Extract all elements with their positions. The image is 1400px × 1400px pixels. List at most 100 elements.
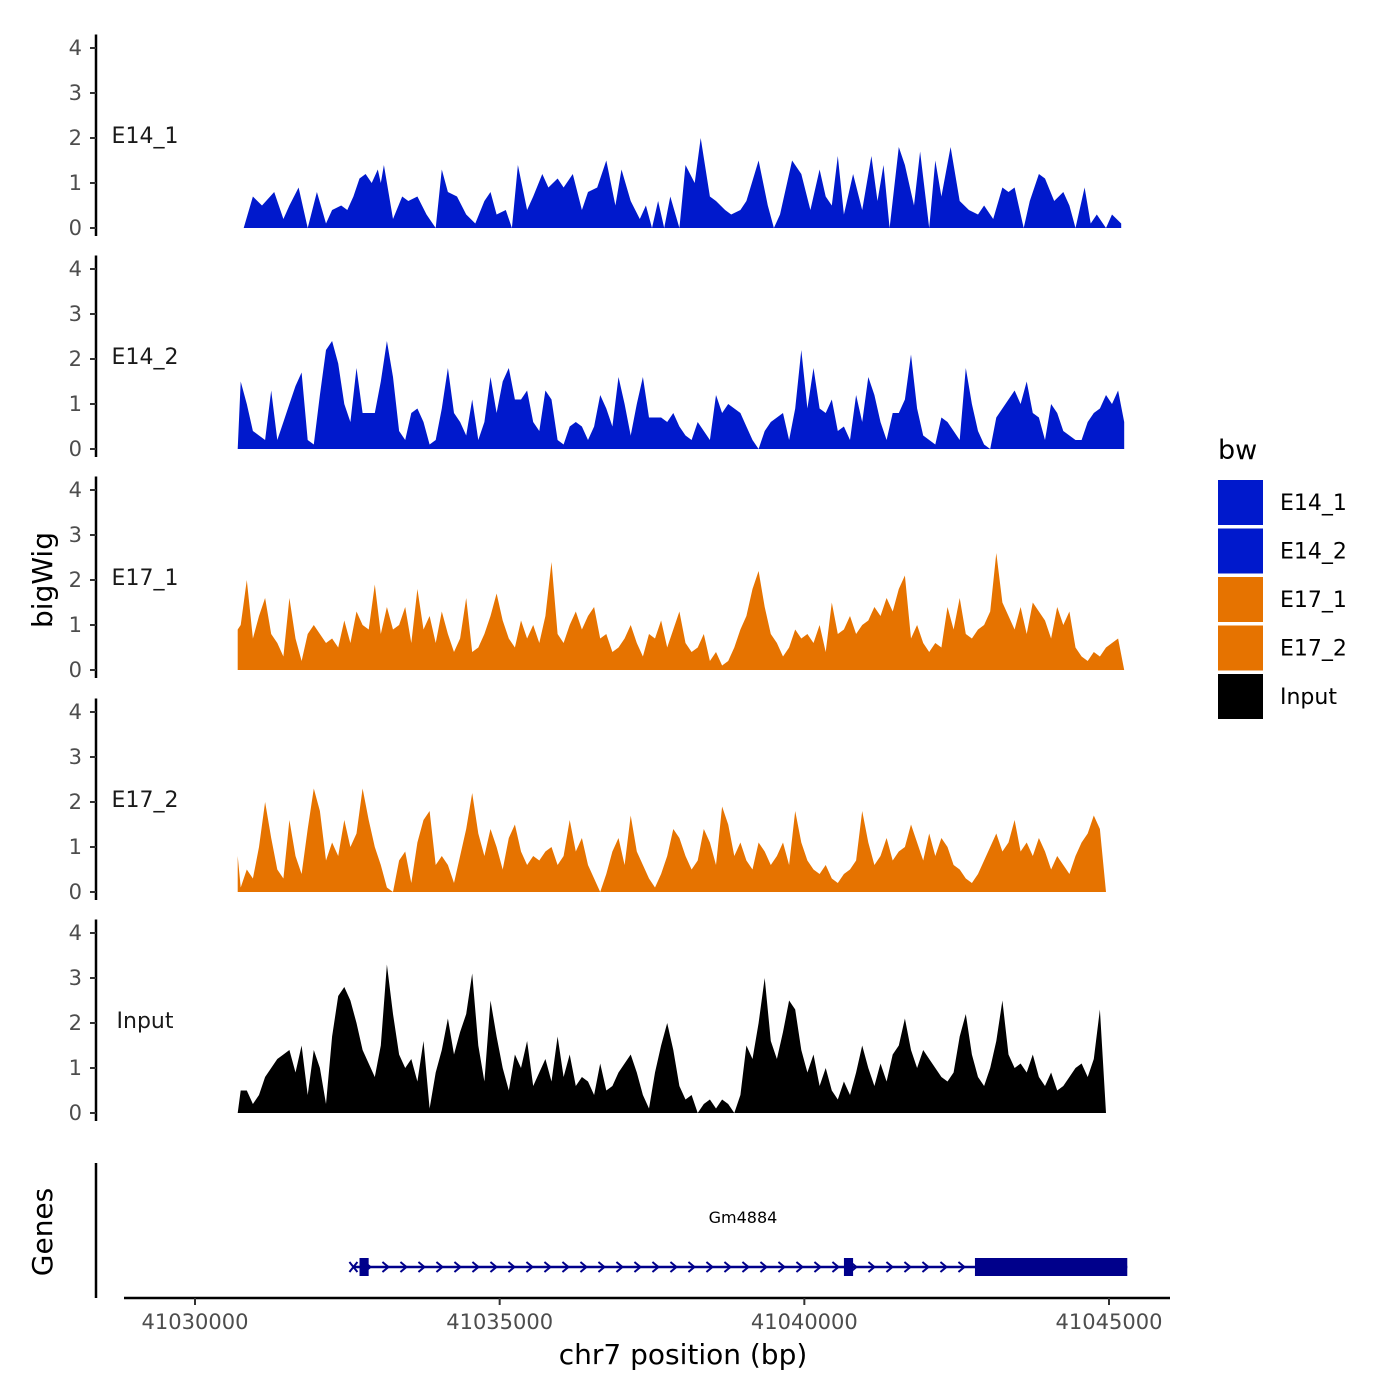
- gene-exon: [843, 1258, 854, 1276]
- legend-swatch-E17_1: [1218, 577, 1263, 622]
- y-tick-label: 2: [69, 568, 82, 592]
- y-tick-label: 1: [69, 171, 82, 195]
- gene-exon: [359, 1258, 369, 1276]
- y-tick-label: 3: [69, 966, 82, 990]
- strand-arrow-icon: [813, 1261, 822, 1273]
- y-tick-label: 1: [69, 835, 82, 859]
- track-label-E14_2: E14_2: [112, 345, 179, 370]
- strand-arrow-icon: [903, 1261, 912, 1273]
- strand-arrow-icon: [831, 1261, 840, 1273]
- track-label-E14_1: E14_1: [112, 124, 179, 149]
- strand-arrow-icon: [381, 1261, 390, 1273]
- y-tick-label: 1: [69, 392, 82, 416]
- strand-arrow-icon: [489, 1261, 498, 1273]
- track-Input: 0 1 2 3 4 Input: [69, 919, 1125, 1125]
- strand-arrow-icon: [669, 1261, 678, 1273]
- x-tick-label: 41035000: [446, 1310, 553, 1334]
- y-tick-label: 0: [69, 216, 82, 240]
- coverage-area-E14_2: [237, 341, 1125, 449]
- track-label-E17_1: E17_1: [112, 566, 179, 591]
- strand-arrow-icon: [939, 1261, 948, 1273]
- legend: bw E14_1 E14_2 E17_1 E17_2 Input: [1218, 435, 1347, 719]
- strand-arrow-icon: [471, 1261, 480, 1273]
- y-tick-label: 0: [69, 437, 82, 461]
- gene-start-marker-icon: [348, 1261, 359, 1273]
- y-tick-label: 3: [69, 81, 82, 105]
- strand-arrow-icon: [651, 1261, 660, 1273]
- y-tick-label: 4: [69, 257, 82, 281]
- strand-arrow-icon: [417, 1261, 426, 1273]
- x-tick-label: 41040000: [751, 1310, 858, 1334]
- y-tick-label: 0: [69, 658, 82, 682]
- track-label-E17_2: E17_2: [112, 788, 179, 813]
- x-axis: 41030000 41035000 41040000 41045000: [124, 1296, 1170, 1334]
- strand-arrow-icon: [867, 1261, 876, 1273]
- gene-models: Gm4884: [348, 1208, 1128, 1276]
- strand-arrow-icon: [561, 1261, 570, 1273]
- strand-arrow-icon: [705, 1261, 714, 1273]
- legend-label-E14_1: E14_1: [1280, 491, 1347, 516]
- strand-arrow-icon: [795, 1261, 804, 1273]
- strand-arrow-icon: [399, 1261, 408, 1273]
- y-tick-label: 2: [69, 126, 82, 150]
- legend-label-E17_2: E17_2: [1280, 637, 1347, 662]
- y-tick-label: 0: [69, 880, 82, 904]
- gene-Gm4884: Gm4884: [348, 1208, 1128, 1276]
- y-tick-label: 0: [69, 1101, 82, 1125]
- strand-arrow-icon: [723, 1261, 732, 1273]
- legend-label-E17_1: E17_1: [1280, 588, 1347, 613]
- legend-swatch-E17_2: [1218, 625, 1263, 671]
- legend-swatch-E14_1: [1218, 480, 1263, 525]
- y-tick-label: 1: [69, 613, 82, 637]
- gene-exon: [974, 1258, 1128, 1276]
- genes-axis-title: Genes: [26, 1188, 59, 1276]
- strand-arrow-icon: [507, 1261, 516, 1273]
- strand-arrow-icon: [579, 1261, 588, 1273]
- strand-arrow-icon: [525, 1261, 534, 1273]
- y-tick-label: 2: [69, 790, 82, 814]
- coverage-tracks: 0 1 2 3 4 E14_1 0 1 2 3 4 E14_2 0 1 2 3 4 E17_1 0 1 2 3 4 E17_2…: [69, 34, 1125, 1125]
- coverage-area-E17_1: [237, 553, 1125, 670]
- y-tick-label: 2: [69, 347, 82, 371]
- strand-arrow-icon: [759, 1261, 768, 1273]
- coverage-area-E14_1: [243, 138, 1122, 228]
- strand-arrow-icon: [921, 1261, 930, 1273]
- strand-arrow-icon: [597, 1261, 606, 1273]
- y-tick-label: 4: [69, 921, 82, 945]
- y-tick-label: 2: [69, 1011, 82, 1035]
- strand-arrow-icon: [615, 1261, 624, 1273]
- legend-swatch-E14_2: [1218, 528, 1263, 574]
- x-axis-title: chr7 position (bp): [559, 1338, 808, 1371]
- y-axis-title: bigWig: [26, 532, 59, 628]
- strand-arrow-icon: [777, 1261, 786, 1273]
- y-tick-label: 1: [69, 1056, 82, 1080]
- x-tick-label: 41030000: [142, 1310, 249, 1334]
- coverage-area-Input: [237, 964, 1125, 1113]
- coverage-area-E17_2: [237, 788, 1125, 892]
- y-tick-label: 3: [69, 523, 82, 547]
- strand-arrow-icon: [741, 1261, 750, 1273]
- y-tick-label: 4: [69, 36, 82, 60]
- track-E17_2: 0 1 2 3 4 E17_2: [69, 698, 1125, 904]
- strand-arrow-icon: [885, 1261, 894, 1273]
- legend-label-Input: Input: [1280, 685, 1337, 710]
- strand-arrow-icon: [633, 1261, 642, 1273]
- strand-arrow-icon: [957, 1261, 966, 1273]
- legend-swatch-Input: [1218, 674, 1263, 719]
- strand-arrow-icon: [543, 1261, 552, 1273]
- legend-label-E14_2: E14_2: [1280, 540, 1347, 565]
- y-tick-label: 3: [69, 745, 82, 769]
- gene-label-Gm4884: Gm4884: [709, 1208, 778, 1227]
- x-ticks: 41030000 41035000 41040000 41045000: [142, 1298, 1163, 1334]
- track-E14_2: 0 1 2 3 4 E14_2: [69, 255, 1125, 461]
- x-tick-label: 41045000: [1056, 1310, 1163, 1334]
- legend-title: bw: [1218, 435, 1257, 466]
- genes-panel: Gm4884: [94, 1163, 1128, 1298]
- strand-arrow-icon: [687, 1261, 696, 1273]
- y-tick-label: 4: [69, 478, 82, 502]
- y-tick-label: 3: [69, 302, 82, 326]
- track-E17_1: 0 1 2 3 4 E17_1: [69, 476, 1125, 682]
- track-E14_1: 0 1 2 3 4 E14_1: [69, 34, 1122, 240]
- strand-arrow-icon: [453, 1261, 462, 1273]
